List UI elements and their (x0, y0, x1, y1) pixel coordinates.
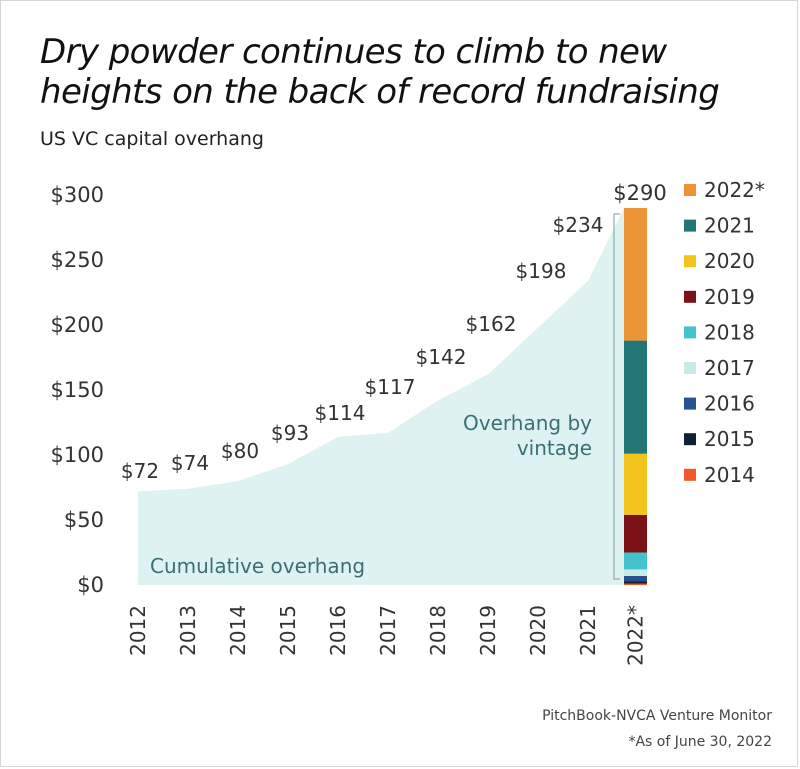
legend-swatch-2020 (684, 255, 696, 268)
legend-label: 2014 (704, 463, 755, 487)
overhang-by-vintage-label: Overhang by vintage (463, 411, 592, 460)
legend-label: 2021 (704, 214, 755, 238)
legend-label: 2016 (704, 392, 755, 416)
cumulative-overhang-label: Cumulative overhang (150, 554, 365, 578)
cumulative-overhang-area (138, 208, 624, 585)
x-tick-label: 2021 (576, 605, 600, 656)
bar-segment-2022-star (624, 208, 647, 341)
bar-segment-2021 (624, 340, 647, 454)
legend-label: 2020 (704, 249, 755, 273)
overhang-bracket (613, 213, 620, 580)
x-tick-label: 2012 (126, 605, 150, 656)
legend-swatch-2018 (684, 326, 696, 339)
data-label: $114 (315, 401, 366, 425)
bar-segment-2016 (624, 575, 647, 582)
legend-swatch-2021 (684, 219, 696, 232)
bar-segment-2019 (624, 514, 647, 553)
legend-swatch-2016 (684, 397, 696, 410)
data-label: $234 (553, 213, 604, 237)
x-tick-label: 2018 (426, 605, 450, 656)
x-tick-label: 2015 (276, 605, 300, 656)
chart-title: Dry powder continues to climb to new hei… (40, 32, 720, 112)
legend-label: 2022* (704, 178, 765, 202)
x-tick-label: 2022* (624, 605, 648, 666)
data-label: $93 (271, 421, 309, 445)
legend-label: 2017 (704, 356, 755, 380)
bar-segment-2018 (624, 552, 647, 570)
data-label: $142 (416, 345, 467, 369)
y-tick-label: $200 (51, 313, 104, 337)
legend-swatch-2015 (684, 433, 696, 446)
legend-label: 2019 (704, 285, 755, 309)
source-note: PitchBook-NVCA Venture Monitor (542, 708, 772, 724)
data-label: $80 (221, 439, 259, 463)
bar-segment-2014 (624, 583, 647, 585)
legend-swatch-2022-star (684, 184, 696, 196)
y-tick-label: $150 (51, 378, 104, 402)
y-tick-label: $100 (51, 443, 104, 467)
data-label: $198 (516, 259, 567, 283)
x-tick-label: 2013 (176, 605, 200, 656)
y-tick-label: $0 (77, 573, 104, 597)
bar-segment-2020 (624, 453, 647, 515)
bar-total-label: $290 (613, 181, 666, 205)
data-label: $117 (365, 375, 416, 399)
x-tick-label: 2017 (376, 605, 400, 656)
x-tick-label: 2020 (526, 605, 550, 656)
x-tick-label: 2019 (476, 605, 500, 656)
legend-swatch-2017 (684, 362, 696, 374)
y-tick-label: $50 (64, 508, 104, 532)
x-tick-label: 2014 (226, 605, 250, 656)
data-label: $72 (121, 459, 159, 483)
data-label: $162 (466, 312, 517, 336)
legend-label: 2015 (704, 427, 755, 451)
x-tick-label: 2016 (326, 605, 350, 656)
bar-segment-2015 (624, 581, 647, 584)
date-footnote: *As of June 30, 2022 (628, 734, 772, 750)
legend-label: 2018 (704, 320, 755, 344)
y-tick-label: $250 (51, 248, 104, 272)
legend-swatch-2019 (684, 290, 696, 303)
bar-segment-2017 (624, 569, 647, 576)
legend-swatch-2014 (684, 468, 696, 481)
y-tick-label: $300 (51, 183, 104, 207)
chart-subtitle: US VC capital overhang (40, 128, 264, 150)
data-label: $74 (171, 451, 209, 475)
